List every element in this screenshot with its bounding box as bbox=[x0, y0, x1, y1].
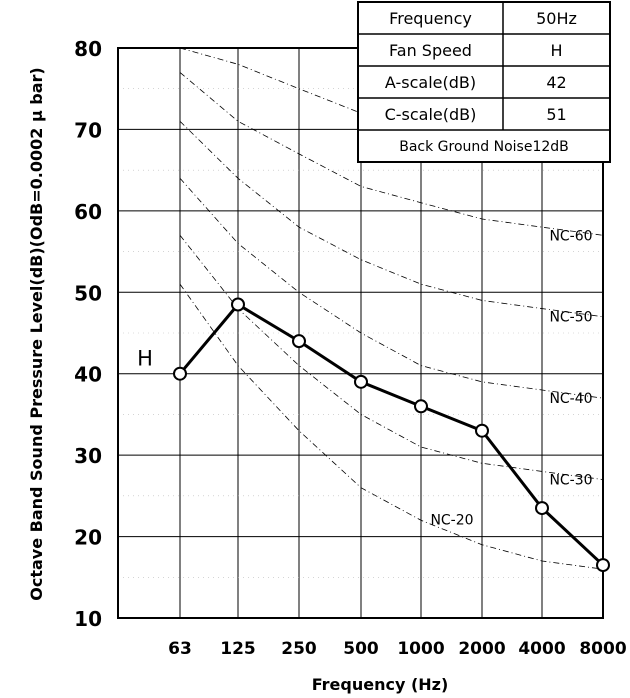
table-cell-value: 42 bbox=[546, 73, 566, 92]
y-tick-label: 60 bbox=[74, 200, 102, 224]
table-cell-value: 50Hz bbox=[536, 9, 577, 28]
x-tick-label: 2000 bbox=[458, 639, 505, 659]
y-tick-label: 80 bbox=[74, 37, 102, 61]
table-cell-label: C-scale(dB) bbox=[385, 105, 477, 124]
info-table: Frequency 50Hz Fan Speed H A-scale(dB) 42 C-sc… bbox=[357, 1, 611, 163]
table-cell-label: A-scale(dB) bbox=[385, 73, 476, 92]
table-cell-value: H bbox=[550, 41, 562, 60]
table-cell-value: 51 bbox=[546, 105, 566, 124]
data-point bbox=[292, 334, 306, 349]
x-tick-labels: 63 125 250 500 1000 2000 4000 8000 bbox=[168, 639, 627, 659]
y-tick-label: 20 bbox=[74, 526, 102, 550]
nc-label: NC-50 bbox=[549, 310, 592, 326]
x-tick-label: 500 bbox=[343, 639, 379, 659]
y-axis-title: Octave Band Sound Pressure Level(dB)(OdB… bbox=[27, 67, 46, 601]
x-tick-label: 4000 bbox=[518, 639, 565, 659]
data-point bbox=[475, 423, 489, 438]
data-point bbox=[414, 399, 428, 414]
nc-label: NC-20 bbox=[430, 513, 473, 529]
table-border bbox=[357, 1, 611, 163]
nc-curve bbox=[179, 283, 604, 570]
nc-curve bbox=[179, 121, 604, 318]
data-point bbox=[354, 374, 368, 389]
y-tick-label: 40 bbox=[74, 363, 102, 387]
nc-label: NC-60 bbox=[549, 228, 592, 244]
data-series: H bbox=[137, 297, 610, 573]
series-line bbox=[178, 302, 605, 567]
x-tick-label: 8000 bbox=[579, 639, 626, 659]
nc-curves: NC-20 NC-30 NC-40 NC-50 NC-60 bbox=[179, 47, 604, 570]
y-tick-label: 50 bbox=[74, 281, 102, 305]
y-tick-label: 70 bbox=[74, 118, 102, 142]
y-tick-labels: 80 70 60 50 40 30 20 10 bbox=[74, 37, 102, 631]
table-cell-label: Frequency bbox=[389, 9, 472, 28]
nc-curve bbox=[179, 72, 604, 236]
data-point bbox=[535, 501, 549, 516]
table-cell-label: Fan Speed bbox=[389, 41, 472, 60]
table-footer: Back Ground Noise12dB bbox=[399, 139, 569, 155]
data-point bbox=[596, 558, 610, 573]
x-tick-label: 250 bbox=[281, 639, 317, 659]
nc-curve bbox=[179, 178, 604, 399]
nc-curve bbox=[179, 235, 604, 480]
x-tick-label: 1000 bbox=[397, 639, 444, 659]
y-tick-label: 30 bbox=[74, 444, 102, 468]
nc-label: NC-40 bbox=[549, 391, 592, 407]
series-name-label: H bbox=[137, 347, 153, 371]
x-axis-title: Frequency (Hz) bbox=[312, 675, 449, 694]
nc-label: NC-30 bbox=[549, 473, 592, 489]
data-point bbox=[231, 297, 245, 312]
data-point bbox=[173, 366, 187, 381]
y-tick-label: 10 bbox=[74, 607, 102, 631]
x-tick-label: 125 bbox=[220, 639, 256, 659]
x-tick-label: 63 bbox=[168, 639, 192, 659]
